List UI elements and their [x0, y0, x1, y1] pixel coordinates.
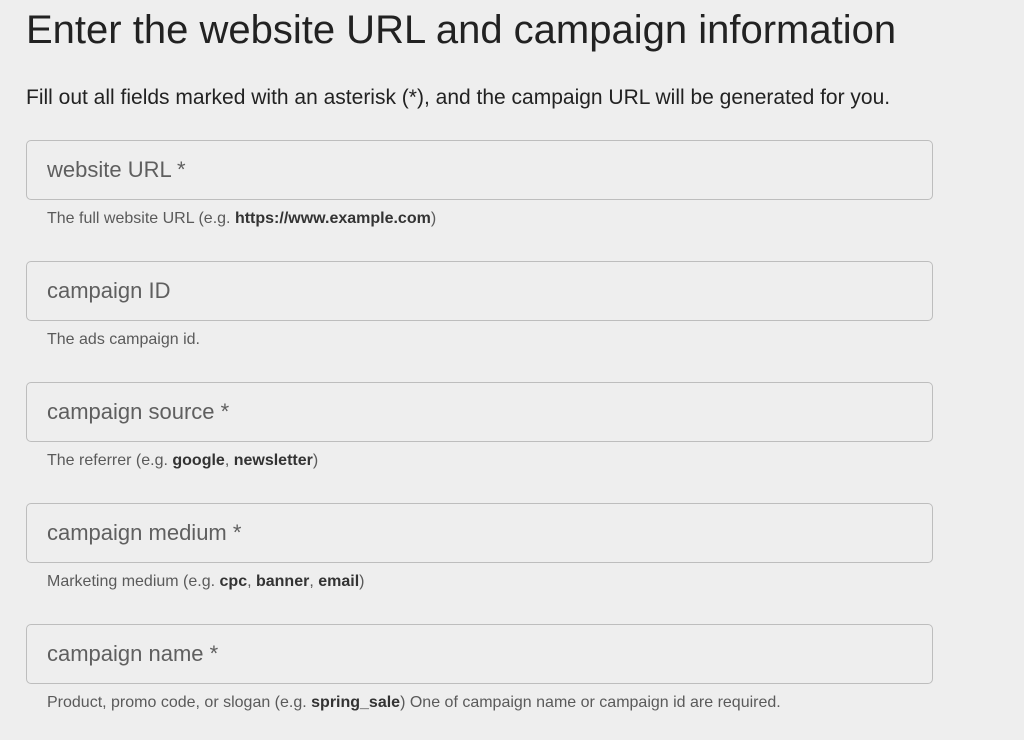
- campaign-id-helper-text: The ads campaign id.: [47, 331, 933, 349]
- page-title: Enter the website URL and campaign infor…: [26, 8, 897, 52]
- website-url-helper-text: The full website URL (e.g. https://www.e…: [47, 210, 933, 228]
- website-url-input[interactable]: [27, 141, 932, 199]
- campaign-source-input-box[interactable]: campaign source *: [26, 382, 933, 442]
- helper-segment: ,: [247, 573, 256, 590]
- helper-example: spring_sale: [311, 694, 401, 711]
- helper-segment: The referrer (e.g.: [47, 452, 173, 469]
- helper-example: banner: [255, 573, 310, 590]
- campaign-medium-helper-text: Marketing medium (e.g. cpc, banner, emai…: [47, 573, 933, 591]
- campaign-medium-input-box[interactable]: campaign medium *: [26, 503, 933, 563]
- helper-segment: Marketing medium (e.g.: [47, 573, 220, 590]
- website-url-input-box[interactable]: website URL *: [26, 140, 933, 200]
- helper-segment: ): [359, 573, 365, 590]
- website-url-field-group: website URL * The full website URL (e.g.…: [26, 140, 933, 228]
- helper-segment: The full website URL (e.g.: [47, 210, 235, 227]
- campaign-medium-input[interactable]: [27, 504, 932, 562]
- campaign-source-field-group: campaign source * The referrer (e.g. goo…: [26, 382, 933, 470]
- helper-segment: ) One of campaign name or campaign id ar…: [400, 694, 781, 711]
- helper-example: email: [318, 573, 360, 590]
- helper-example: cpc: [219, 573, 248, 590]
- helper-segment: Product, promo code, or slogan (e.g.: [47, 694, 312, 711]
- campaign-medium-field-group: campaign medium * Marketing medium (e.g.…: [26, 503, 933, 591]
- helper-segment: ,: [224, 452, 234, 469]
- campaign-name-input[interactable]: [27, 625, 932, 683]
- campaign-name-helper-text: Product, promo code, or slogan (e.g. spr…: [47, 694, 933, 712]
- campaign-id-field-group: campaign ID The ads campaign id.: [26, 261, 933, 349]
- campaign-name-field-group: campaign name * Product, promo code, or …: [26, 624, 933, 712]
- helper-example: https://www.example.com: [234, 210, 431, 227]
- helper-segment: The ads campaign id.: [47, 331, 200, 348]
- campaign-id-input-box[interactable]: campaign ID: [26, 261, 933, 321]
- helper-segment: ): [312, 452, 319, 469]
- helper-segment: ): [430, 210, 437, 227]
- helper-segment: ,: [309, 573, 319, 590]
- campaign-name-input-box[interactable]: campaign name *: [26, 624, 933, 684]
- helper-example: google: [172, 452, 225, 469]
- page-subtitle: Fill out all fields marked with an aster…: [26, 86, 891, 109]
- campaign-source-input[interactable]: [27, 383, 932, 441]
- campaign-source-helper-text: The referrer (e.g. google, newsletter): [47, 452, 933, 470]
- campaign-id-input[interactable]: [27, 262, 932, 320]
- helper-example: newsletter: [233, 452, 313, 469]
